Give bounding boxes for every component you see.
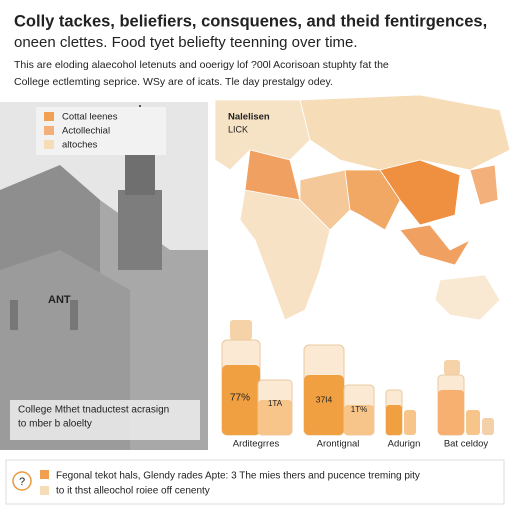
footer-icon-text: ? <box>19 476 25 488</box>
footer-swatch <box>40 486 49 495</box>
bottle-text: 77% <box>230 393 250 404</box>
footer-box <box>5 459 505 505</box>
legend-label: Cottal leenes <box>62 112 118 123</box>
legend-swatch <box>44 140 54 149</box>
building-label: ANT <box>48 294 71 306</box>
bottle-label: Adurign <box>388 439 421 450</box>
footer-swatch <box>40 470 49 479</box>
map-label: LICK <box>228 124 248 134</box>
footer-icon <box>12 471 32 491</box>
bottle-label: Bat celdoy <box>444 439 489 450</box>
bottle-text: 1T% <box>351 405 367 414</box>
legend-swatch <box>44 112 54 121</box>
bottle-label: Arontignal <box>317 439 360 450</box>
legend-label: altoches <box>62 140 98 151</box>
intro-line: College ectlemting seprice. WSy are of i… <box>14 76 333 88</box>
caption-line: College Mthet tnaductest acrasign <box>18 405 169 416</box>
legend-swatch <box>44 126 54 135</box>
map <box>214 94 511 321</box>
caption-line: to mber b aloelty <box>18 419 92 430</box>
legend-label: Actollechial <box>62 126 110 137</box>
intro-line: This are eloding alaecohol letenuts and … <box>14 59 389 71</box>
bottle-label: Arditegrres <box>233 439 280 450</box>
legend-box <box>36 107 166 155</box>
subtitle: oneen clettes. Food tyet beliefty teenni… <box>14 34 358 51</box>
bottle-text: 37I4 <box>316 394 333 404</box>
title: Colly tackes, beliefiers, consquenes, an… <box>14 12 487 30</box>
bottles <box>221 320 494 436</box>
footer-line: to it thst alleochol roiee off cenenty <box>56 486 210 497</box>
map-label: Nalelisen <box>228 112 270 123</box>
footer-line: Fegonal tekot hals, Glendy rades Apte: 3… <box>56 471 420 482</box>
bottle-text: 1TA <box>268 399 283 408</box>
